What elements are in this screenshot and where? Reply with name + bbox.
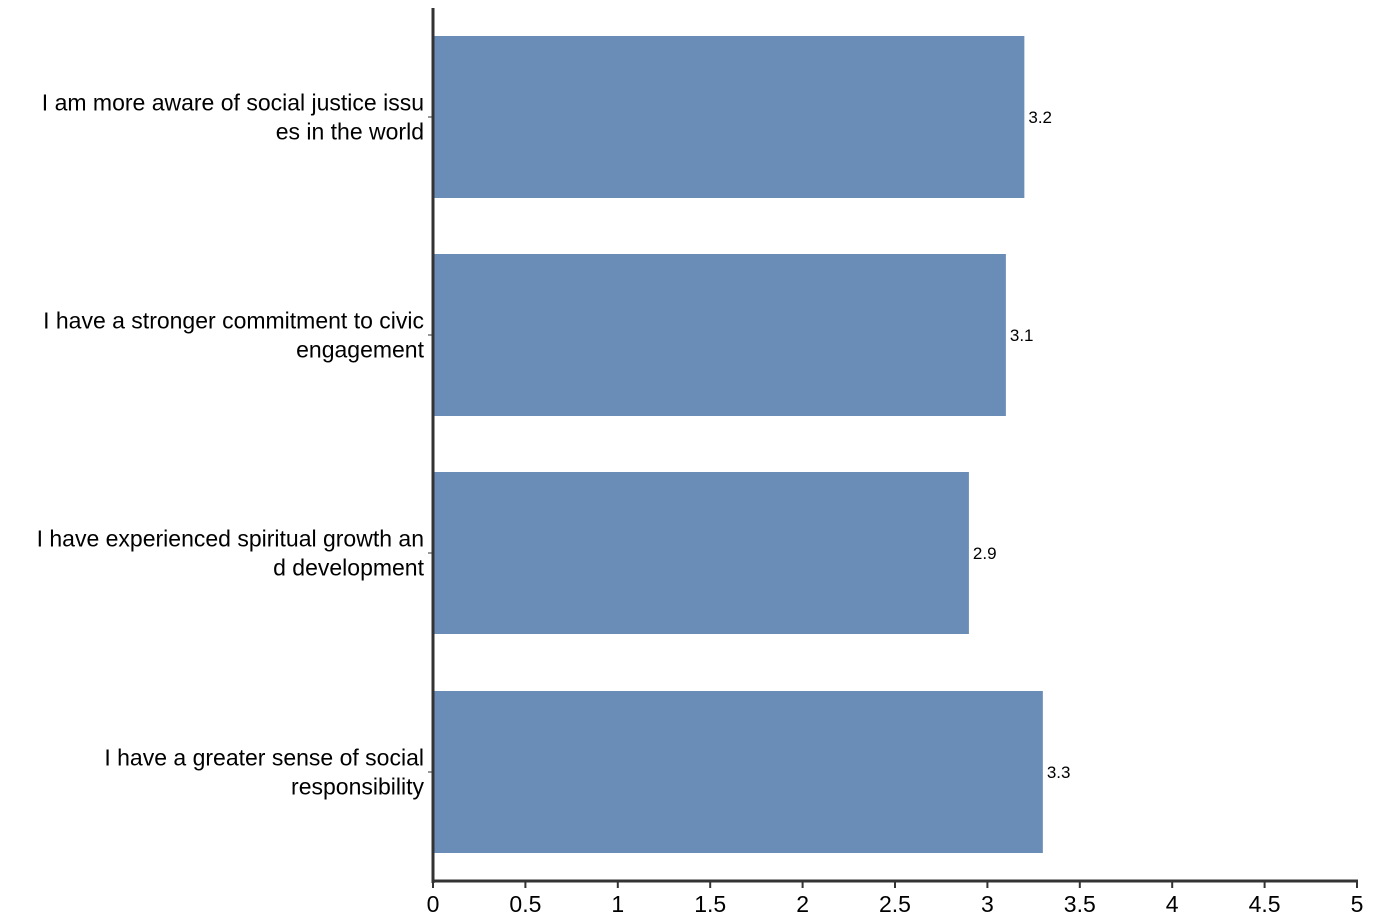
x-tick-label: 0: [427, 891, 440, 917]
data-label: 2.9: [973, 544, 997, 563]
x-tick-label: 1: [611, 891, 624, 917]
x-tick-label: 5: [1351, 891, 1364, 917]
category-label: d development: [273, 555, 424, 581]
category-label: I have experienced spiritual growth an: [37, 526, 424, 552]
category-label: responsibility: [291, 774, 424, 800]
x-tick-label: 2.5: [879, 891, 911, 917]
category-label: es in the world: [276, 119, 424, 145]
data-labels-group: 3.2 3.1 2.9 3.3: [973, 108, 1071, 782]
bar: [433, 691, 1043, 853]
data-label: 3.3: [1047, 763, 1071, 782]
category-labels-group: I am more aware of social justice issu es…: [37, 90, 425, 800]
data-label: 3.1: [1010, 326, 1034, 345]
category-label: I have a greater sense of social: [104, 745, 424, 771]
category-label: I am more aware of social justice issu: [42, 90, 424, 116]
x-tick-label: 4.5: [1249, 891, 1281, 917]
x-tick-label: 0.5: [509, 891, 541, 917]
x-tick-label: 4: [1166, 891, 1179, 917]
bar: [433, 254, 1006, 416]
x-axis-ticks-group: 0 0.5 1 1.5 2 2.5 3 3.5 4 4.5 5: [427, 116, 1364, 917]
category-label: engagement: [296, 337, 424, 363]
x-tick-label: 2: [796, 891, 809, 917]
x-tick-label: 1.5: [694, 891, 726, 917]
bar: [433, 472, 969, 634]
data-label: 3.2: [1028, 108, 1052, 127]
x-tick-label: 3: [981, 891, 994, 917]
bars-group: [433, 36, 1043, 853]
bar: [433, 36, 1025, 198]
category-label: I have a stronger commitment to civic: [43, 308, 424, 334]
x-tick-label: 3.5: [1064, 891, 1096, 917]
